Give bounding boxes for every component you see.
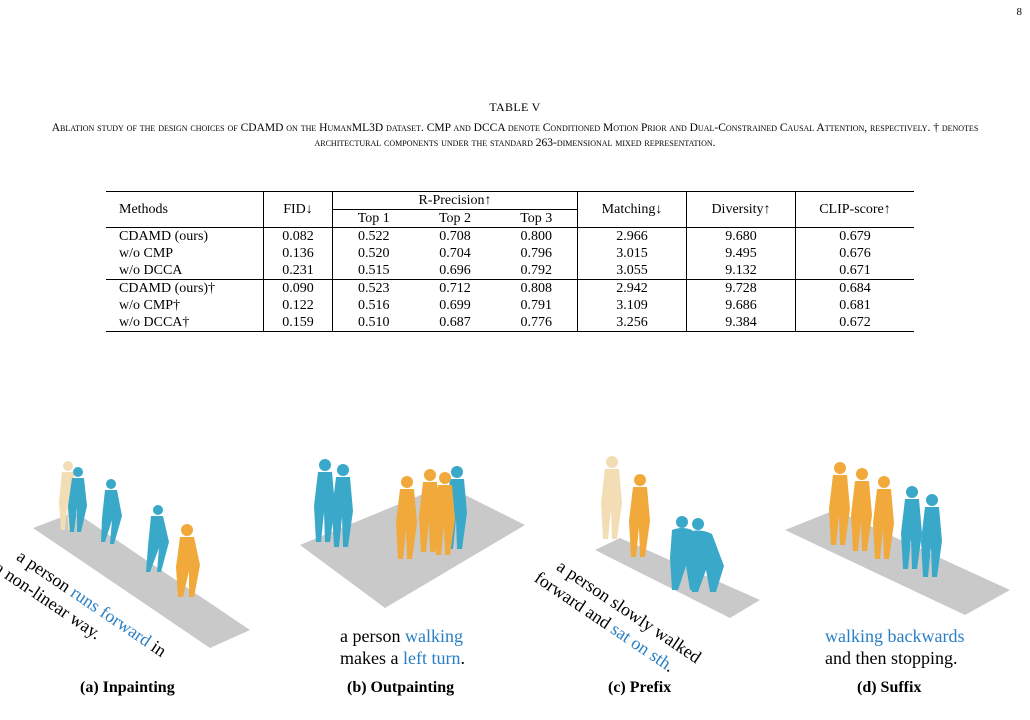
cell-top1: 0.516 <box>332 297 415 314</box>
header-clip: CLIP-score↑ <box>795 191 914 228</box>
header-top1: Top 1 <box>332 209 415 228</box>
cell-method: w/o DCCA† <box>119 314 190 330</box>
caption-text-outpainting: a person walking makes a left turn. <box>340 625 465 669</box>
cell-matching: 3.109 <box>577 297 687 314</box>
table-row: w/o CMP† 0.122 0.516 0.699 0.791 3.109 9.686 0.… <box>106 297 914 314</box>
header-methods: Methods <box>106 191 264 228</box>
header-top3: Top 3 <box>495 209 578 228</box>
figure-prefix <box>595 456 760 618</box>
ablation-table: Methods FID↓ R-Precision↑ Matching↓ Dive… <box>106 191 914 332</box>
subfigure-label-a: (a) Inpainting <box>80 679 175 696</box>
caption-text-suffix: walking backwards and then stopping. <box>825 625 964 669</box>
header-matching: Matching↓ <box>577 191 687 228</box>
cell-method: CDAMD (ours) <box>119 228 209 244</box>
cell-top1: 0.515 <box>332 262 415 280</box>
floor-plane <box>785 510 1010 615</box>
header-rprecision: R-Precision↑ <box>332 191 578 210</box>
text-highlight: walking backwards <box>825 626 965 646</box>
cell-method: w/o CMP <box>119 245 174 261</box>
text-highlight: walking <box>404 626 463 646</box>
cell-matching: 2.966 <box>577 227 687 245</box>
cell-diversity: 9.686 <box>686 297 796 314</box>
cell-clip: 0.676 <box>795 245 914 262</box>
text-line: a person walking <box>340 625 465 647</box>
cell-clip: 0.679 <box>795 227 914 245</box>
cell-top1: 0.510 <box>332 314 415 332</box>
subfigure-label-c: (c) Prefix <box>608 679 672 696</box>
cell-top1: 0.523 <box>332 279 415 297</box>
table-row: CDAMD (ours)† 0.090 0.523 0.712 0.808 2.942 9.… <box>106 279 914 297</box>
text-plain: makes a <box>340 648 403 668</box>
cell-top3: 0.800 <box>520 228 552 244</box>
cell-fid: 0.231 <box>263 262 333 280</box>
cell-top2: 0.699 <box>439 297 471 313</box>
cell-diversity: 9.680 <box>686 227 796 245</box>
cell-top3: 0.791 <box>520 297 552 313</box>
cell-top2: 0.696 <box>439 262 471 278</box>
cell-method: w/o DCCA <box>119 262 183 278</box>
figure-generated-1 <box>68 467 169 572</box>
cell-diversity: 9.132 <box>686 262 796 280</box>
subfigure-label-b: (b) Outpainting <box>347 679 455 696</box>
cell-clip: 0.681 <box>795 297 914 314</box>
cell-matching: 3.015 <box>577 245 687 262</box>
cell-top1: 0.520 <box>332 245 415 262</box>
cell-fid: 0.159 <box>263 314 333 332</box>
cell-top3: 0.796 <box>520 245 552 261</box>
text-line: makes a left turn. <box>340 647 465 669</box>
cell-fid: 0.136 <box>263 245 333 262</box>
cell-top2: 0.687 <box>439 314 471 330</box>
cell-diversity: 9.728 <box>686 279 796 297</box>
cell-top2: 0.704 <box>439 245 471 261</box>
cell-matching: 2.942 <box>577 279 687 297</box>
floor-plane <box>33 512 250 648</box>
text-line: and then stopping. <box>825 648 958 668</box>
table-row: CDAMD (ours) 0.082 0.522 0.708 0.800 2.966 9.6… <box>106 227 914 245</box>
text-highlight: left turn <box>402 648 461 668</box>
cell-diversity: 9.495 <box>686 245 796 262</box>
cell-top3: 0.808 <box>520 280 552 296</box>
table-caption: Ablation study of the design choices of … <box>51 122 979 149</box>
cell-method: w/o CMP† <box>119 297 181 313</box>
text-plain: . <box>460 648 465 668</box>
table-row: w/o DCCA 0.231 0.515 0.696 0.792 3.055 9.132 0.… <box>106 262 914 280</box>
text-plain: a person <box>340 626 405 646</box>
figure-inpainting <box>33 461 250 648</box>
figure-generated-2 <box>314 459 467 549</box>
figure-faded-3 <box>601 456 622 539</box>
cell-top3: 0.776 <box>520 314 552 330</box>
cell-diversity: 9.384 <box>686 314 796 332</box>
cell-top2: 0.712 <box>439 280 471 296</box>
cell-clip: 0.684 <box>795 279 914 297</box>
cell-matching: 3.055 <box>577 262 687 280</box>
header-fid: FID↓ <box>263 191 333 228</box>
cell-method: CDAMD (ours)† <box>119 280 216 296</box>
figure-conditioned-3 <box>629 474 650 557</box>
table-label: TABLE V <box>489 100 541 114</box>
figure-conditioned-1 <box>176 524 200 597</box>
subfigure-label-d: (d) Suffix <box>857 679 922 696</box>
figure-outpainting <box>300 459 525 608</box>
figure-conditioned-4 <box>829 462 894 559</box>
cell-matching: 3.256 <box>577 314 687 332</box>
cell-top3: 0.792 <box>520 262 552 278</box>
cell-fid: 0.122 <box>263 297 333 314</box>
cell-top2: 0.708 <box>439 228 471 244</box>
cell-top1: 0.522 <box>332 227 415 245</box>
table-row: w/o CMP 0.136 0.520 0.704 0.796 3.015 9.495 0.6… <box>106 245 914 262</box>
figure-generated-3 <box>670 516 724 592</box>
table-row: w/o DCCA† 0.159 0.510 0.687 0.776 3.256 9.384 0… <box>106 314 914 332</box>
cell-fid: 0.082 <box>263 227 333 245</box>
cell-fid: 0.090 <box>263 279 333 297</box>
cell-clip: 0.672 <box>795 314 914 332</box>
page-number: 8 <box>1016 6 1023 18</box>
figure-suffix <box>785 462 1010 615</box>
header-diversity: Diversity↑ <box>686 191 796 228</box>
figure-generated-4 <box>901 486 942 577</box>
header-top2: Top 2 <box>414 209 496 228</box>
figure-conditioned-2 <box>396 469 455 559</box>
cell-clip: 0.671 <box>795 262 914 280</box>
